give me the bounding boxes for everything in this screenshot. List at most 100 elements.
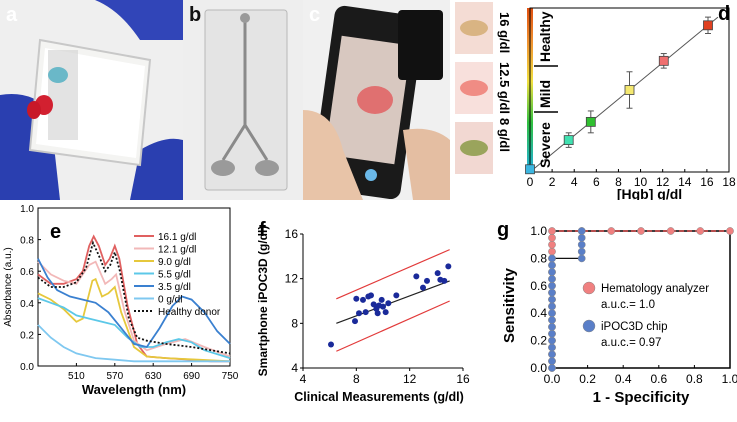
roc-point xyxy=(548,309,556,318)
roc-point xyxy=(548,323,556,331)
x-tick-label: 6 xyxy=(593,175,600,189)
y-axis-label: Smartphone iPOC3D (g/dl) xyxy=(256,226,270,377)
legend-label: Healthy donor xyxy=(158,307,221,318)
spectrum-line xyxy=(37,277,231,363)
x-tick-label: 0.4 xyxy=(615,372,632,386)
label-8: 8 g/dl xyxy=(497,118,512,152)
x-tick-label: 8 xyxy=(353,372,360,386)
roc-point xyxy=(577,240,586,249)
x-tick-label: 0.6 xyxy=(650,372,667,386)
data-point xyxy=(385,300,392,307)
roc-point xyxy=(548,357,556,365)
legend-label: 3.5 g/dl xyxy=(158,282,191,293)
x-tick-label: 10 xyxy=(634,175,648,189)
roc-point xyxy=(548,336,556,345)
data-point xyxy=(624,85,635,95)
legend-label: 12.1 g/dl xyxy=(158,245,196,256)
roc-point xyxy=(548,302,556,311)
roc-point xyxy=(548,234,556,242)
data-point xyxy=(413,273,420,280)
y-tick-label: 0.2 xyxy=(530,334,547,348)
spectrum-line xyxy=(37,258,231,349)
zone-mild: Mild xyxy=(537,80,553,108)
roc-point xyxy=(577,234,586,242)
plot-frame xyxy=(37,207,231,367)
x-tick-label: 14 xyxy=(678,175,692,189)
y-tick-label: 16 xyxy=(285,227,299,241)
panel-e-lines xyxy=(37,234,231,363)
fit-line xyxy=(336,280,450,324)
panel-d-chart: d 16 g/dl 12.5 g/dl 8 g/dl 0 2 4 6 8 10 12 14 16… xyxy=(450,0,737,200)
panel-label-a: a xyxy=(6,4,18,26)
photo-smartphone: c xyxy=(303,0,450,200)
spectrum-line xyxy=(37,297,231,359)
roc-point xyxy=(696,227,705,235)
x-tick-label: 630 xyxy=(145,371,162,382)
y-tick-label: 0.6 xyxy=(20,267,34,278)
data-point xyxy=(424,277,430,284)
x-tick-label: 8 xyxy=(615,175,622,189)
data-point xyxy=(382,309,389,316)
roc-point xyxy=(637,227,645,235)
roc-point xyxy=(548,275,556,283)
data-point xyxy=(380,303,386,310)
panel-g-chart: g 0.0 0.2 0.4 0.6 0.8 1.0 0.0 0.2 0.4 0.6 0.8 1.0 1 … xyxy=(490,200,737,422)
data-point xyxy=(525,164,535,175)
y-tick-label: 0.2 xyxy=(20,330,34,341)
legend-label: 16.1 g/dl xyxy=(158,232,196,243)
data-point xyxy=(378,296,385,303)
legend-marker xyxy=(582,281,596,295)
data-point xyxy=(434,270,441,277)
x-tick-label: 4 xyxy=(300,372,307,386)
x-axis-label: Wavelength (nm) xyxy=(82,382,186,397)
roc-point xyxy=(548,268,556,276)
x-tick-label: 0.0 xyxy=(544,372,561,386)
x-tick-label: 2 xyxy=(549,175,556,189)
panel-label-d: d xyxy=(718,3,730,25)
y-tick-label: 0.8 xyxy=(530,251,547,265)
roc-point xyxy=(577,227,586,235)
data-point xyxy=(353,295,360,302)
photo-chip-device: b xyxy=(183,0,303,200)
label-12-5: 12.5 g/dl xyxy=(497,62,512,114)
roc-point xyxy=(607,227,616,235)
y-tick-label: 0.4 xyxy=(20,299,34,310)
roc-point xyxy=(548,227,556,235)
x-tick-label: 4 xyxy=(571,175,578,189)
data-point xyxy=(585,116,596,127)
legend-label: 5.5 g/dl xyxy=(158,270,191,281)
x-tick-label: 510 xyxy=(68,371,85,382)
x-tick-label: 0.8 xyxy=(686,372,703,386)
panel-e-legend: 16.1 g/dl 12.1 g/dl9.0 g/dl 5.5 g/dl3.5 g/… xyxy=(134,232,221,318)
data-point xyxy=(360,296,366,303)
roc-point xyxy=(548,295,556,304)
identity-line xyxy=(529,16,719,173)
roc-point xyxy=(548,254,556,263)
plot-frame xyxy=(529,7,730,173)
y-tick-label: 0.8 xyxy=(20,236,34,247)
panel-e-axes: 0.0 0.2 0.4 0.6 0.8 1.0 510 570 630 690 750 Wavelen… xyxy=(3,204,239,397)
x-tick-label: 12 xyxy=(403,372,417,386)
x-axis-label: Clinical Measurements (g/dl) xyxy=(294,390,463,404)
data-point xyxy=(563,135,574,146)
data-point xyxy=(658,55,669,66)
data-point xyxy=(420,284,426,291)
legend-label: 0 g/dl xyxy=(158,295,182,306)
lower-limit-line xyxy=(336,300,450,352)
y-tick-label: 0.0 xyxy=(530,361,547,375)
y-tick-label: 0.0 xyxy=(20,362,34,373)
panel-label-g: g xyxy=(497,219,509,241)
roc-point xyxy=(577,254,586,263)
x-tick-label: 12 xyxy=(656,175,670,189)
data-point xyxy=(356,310,362,317)
panel-label-b: b xyxy=(189,4,202,26)
x-axis-label: 1 - Specificity xyxy=(593,389,690,406)
photo-a-drawing xyxy=(0,0,183,200)
photo-b-drawing xyxy=(183,0,303,200)
roc-point xyxy=(548,329,556,338)
spectrum-line xyxy=(37,260,231,358)
legend-label: iPOC3D chip xyxy=(601,321,667,333)
y-tick-label: 4 xyxy=(291,361,298,375)
panel-label-e: e xyxy=(50,221,61,243)
